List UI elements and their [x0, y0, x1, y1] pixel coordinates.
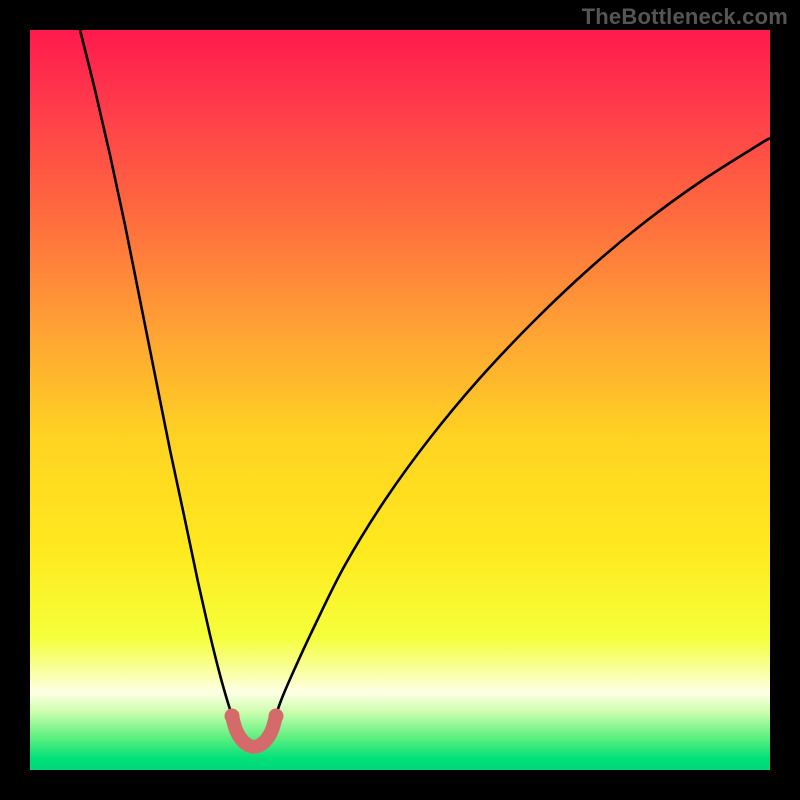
- minimum-marker-left: [225, 709, 240, 724]
- chart-container: { "canvas": { "width": 800, "height": 80…: [0, 0, 800, 800]
- minimum-marker-right: [269, 709, 284, 724]
- bottleneck-chart: [0, 0, 800, 800]
- watermark-text: TheBottleneck.com: [582, 4, 788, 30]
- gradient-background: [30, 30, 770, 770]
